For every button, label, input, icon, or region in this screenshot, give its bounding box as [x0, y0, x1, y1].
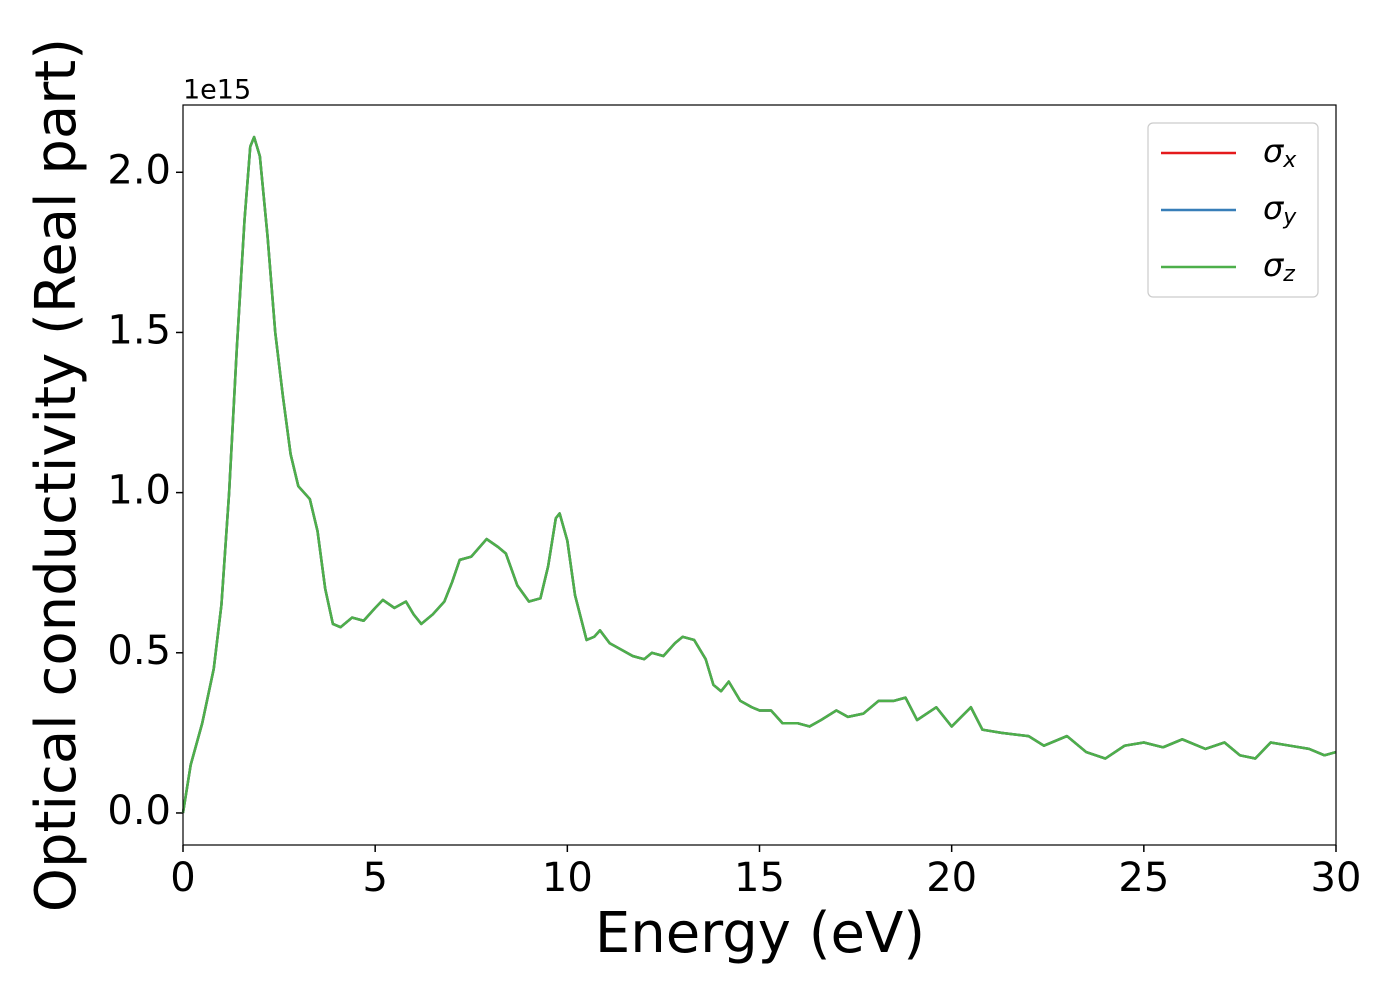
y-axis-label: Optical conductivity (Real part): [24, 38, 89, 912]
x-axis-label: Energy (eV): [595, 901, 925, 966]
legend-label: σy: [1263, 189, 1297, 230]
x-tick-label: 10: [542, 855, 593, 901]
x-tick-label: 25: [1118, 855, 1169, 901]
line: [181, 135, 1337, 814]
legend-label: σz: [1263, 246, 1295, 287]
x-tick-label: 5: [362, 855, 387, 901]
plot-frame: [182, 104, 1337, 846]
y-tick-label: 0.5: [107, 628, 171, 674]
y-tick-label: 1.5: [107, 307, 171, 353]
offset-label: 1e15: [183, 75, 251, 106]
legend-label: σx: [1263, 132, 1297, 173]
x-tick-label: 15: [734, 855, 785, 901]
x-tick-label: 30: [1311, 855, 1362, 901]
y-tick-label: 0.0: [107, 788, 171, 834]
y-tick-label: 2.0: [107, 147, 171, 193]
x-tick-label: 0: [170, 855, 195, 901]
x-tick-label: 20: [926, 855, 977, 901]
y-tick-label: 1.0: [107, 468, 171, 514]
